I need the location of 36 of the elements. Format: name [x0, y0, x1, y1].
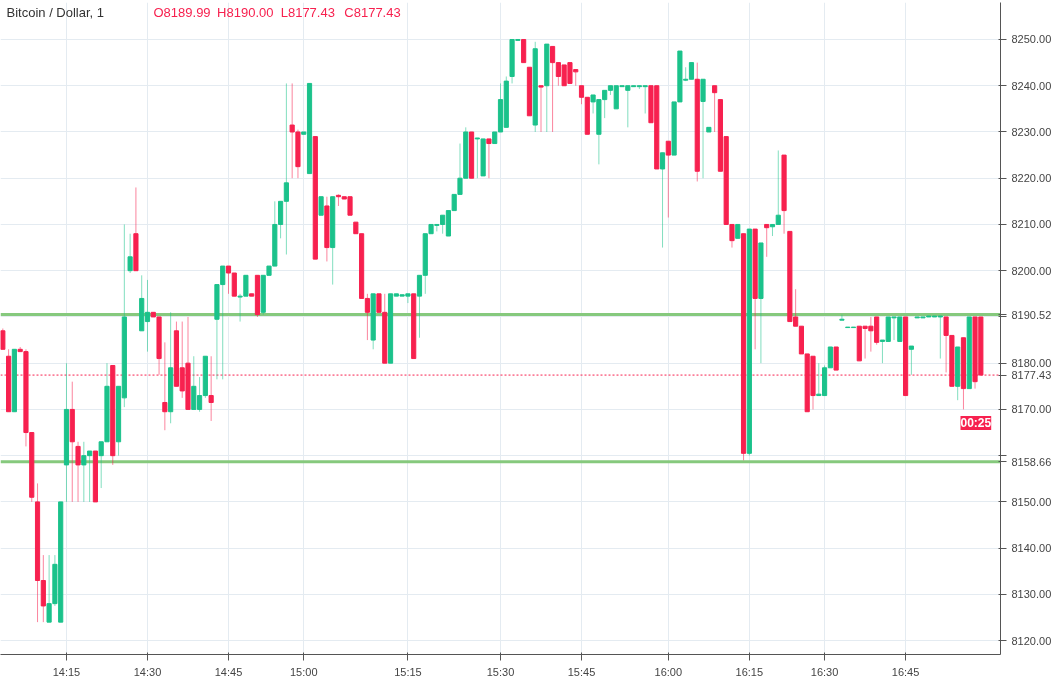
- ref-line-label: 8177.43: [1011, 369, 1052, 382]
- x-tick-label: 16:00: [654, 665, 683, 678]
- x-tick-label: 16:30: [810, 665, 839, 678]
- y-tick-label: 8180.00: [1011, 357, 1052, 370]
- y-tick-label: 8240.00: [1011, 79, 1052, 92]
- y-tick-label: 8170.00: [1011, 403, 1052, 416]
- y-tick-label: 8130.00: [1011, 588, 1052, 601]
- y-tick-label: 8120.00: [1011, 634, 1052, 647]
- candlestick: [833, 346, 839, 371]
- y-tick-label: 8230.00: [1011, 125, 1052, 138]
- y-tick-label: 8140.00: [1011, 542, 1052, 555]
- x-tick-label: 14:45: [214, 665, 243, 678]
- candlestick: [318, 196, 324, 216]
- x-tick-label: 14:30: [133, 665, 162, 678]
- annotation: H8190.00: [217, 4, 274, 20]
- y-tick-label: 8150.00: [1011, 495, 1052, 508]
- annotation: L8177.43: [280, 4, 335, 20]
- x-tick-label: 15:30: [486, 665, 515, 678]
- x-tick-label: 16:45: [891, 665, 920, 678]
- annotation: O8189.99: [153, 4, 211, 20]
- y-tick-label: 8220.00: [1011, 172, 1052, 185]
- ref-line-label: 8190.52: [1011, 308, 1052, 321]
- candlestick: [839, 314, 845, 321]
- ref-line-label: 8158.66: [1011, 455, 1052, 468]
- annotation: 00:25: [960, 416, 992, 431]
- chart-title: Bitcoin / Dollar, 1: [6, 4, 105, 20]
- annotation: C8177.43: [344, 4, 401, 20]
- y-tick-label: 8200.00: [1011, 264, 1052, 277]
- x-tick-label: 15:00: [289, 665, 318, 678]
- y-tick-label: 8250.00: [1011, 33, 1052, 46]
- x-tick-label: 14:15: [52, 665, 81, 678]
- x-tick-label: 15:15: [394, 665, 422, 678]
- x-tick-label: 16:15: [735, 665, 764, 678]
- y-tick-label: 8210.00: [1011, 218, 1052, 231]
- candlestick: [521, 38, 527, 64]
- x-tick-label: 15:45: [567, 665, 596, 678]
